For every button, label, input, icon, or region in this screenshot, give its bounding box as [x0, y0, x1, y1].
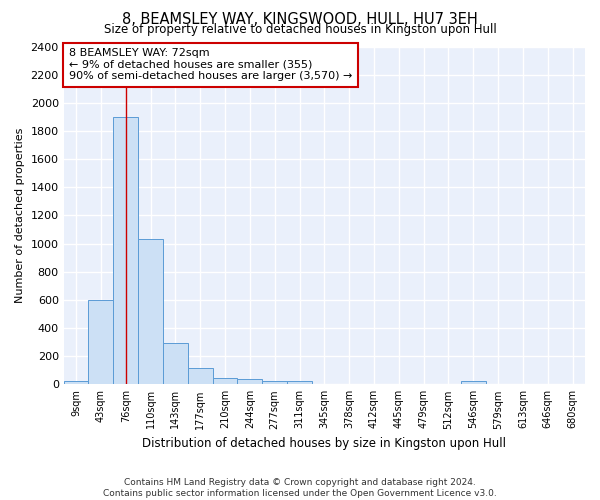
Bar — [262, 382, 287, 384]
Bar — [138, 240, 163, 384]
Text: 8, BEAMSLEY WAY, KINGSWOOD, HULL, HU7 3EH: 8, BEAMSLEY WAY, KINGSWOOD, HULL, HU7 3E… — [122, 12, 478, 28]
Bar — [163, 344, 188, 384]
Text: Size of property relative to detached houses in Kingston upon Hull: Size of property relative to detached ho… — [104, 22, 496, 36]
Bar — [188, 368, 212, 384]
Bar — [238, 380, 262, 384]
Bar — [461, 382, 485, 384]
Y-axis label: Number of detached properties: Number of detached properties — [15, 128, 25, 303]
Bar — [64, 382, 88, 384]
X-axis label: Distribution of detached houses by size in Kingston upon Hull: Distribution of detached houses by size … — [142, 437, 506, 450]
Text: Contains HM Land Registry data © Crown copyright and database right 2024.
Contai: Contains HM Land Registry data © Crown c… — [103, 478, 497, 498]
Bar — [88, 300, 113, 384]
Text: 8 BEAMSLEY WAY: 72sqm
← 9% of detached houses are smaller (355)
90% of semi-deta: 8 BEAMSLEY WAY: 72sqm ← 9% of detached h… — [69, 48, 352, 82]
Bar — [113, 117, 138, 384]
Bar — [287, 382, 312, 384]
Bar — [212, 378, 238, 384]
